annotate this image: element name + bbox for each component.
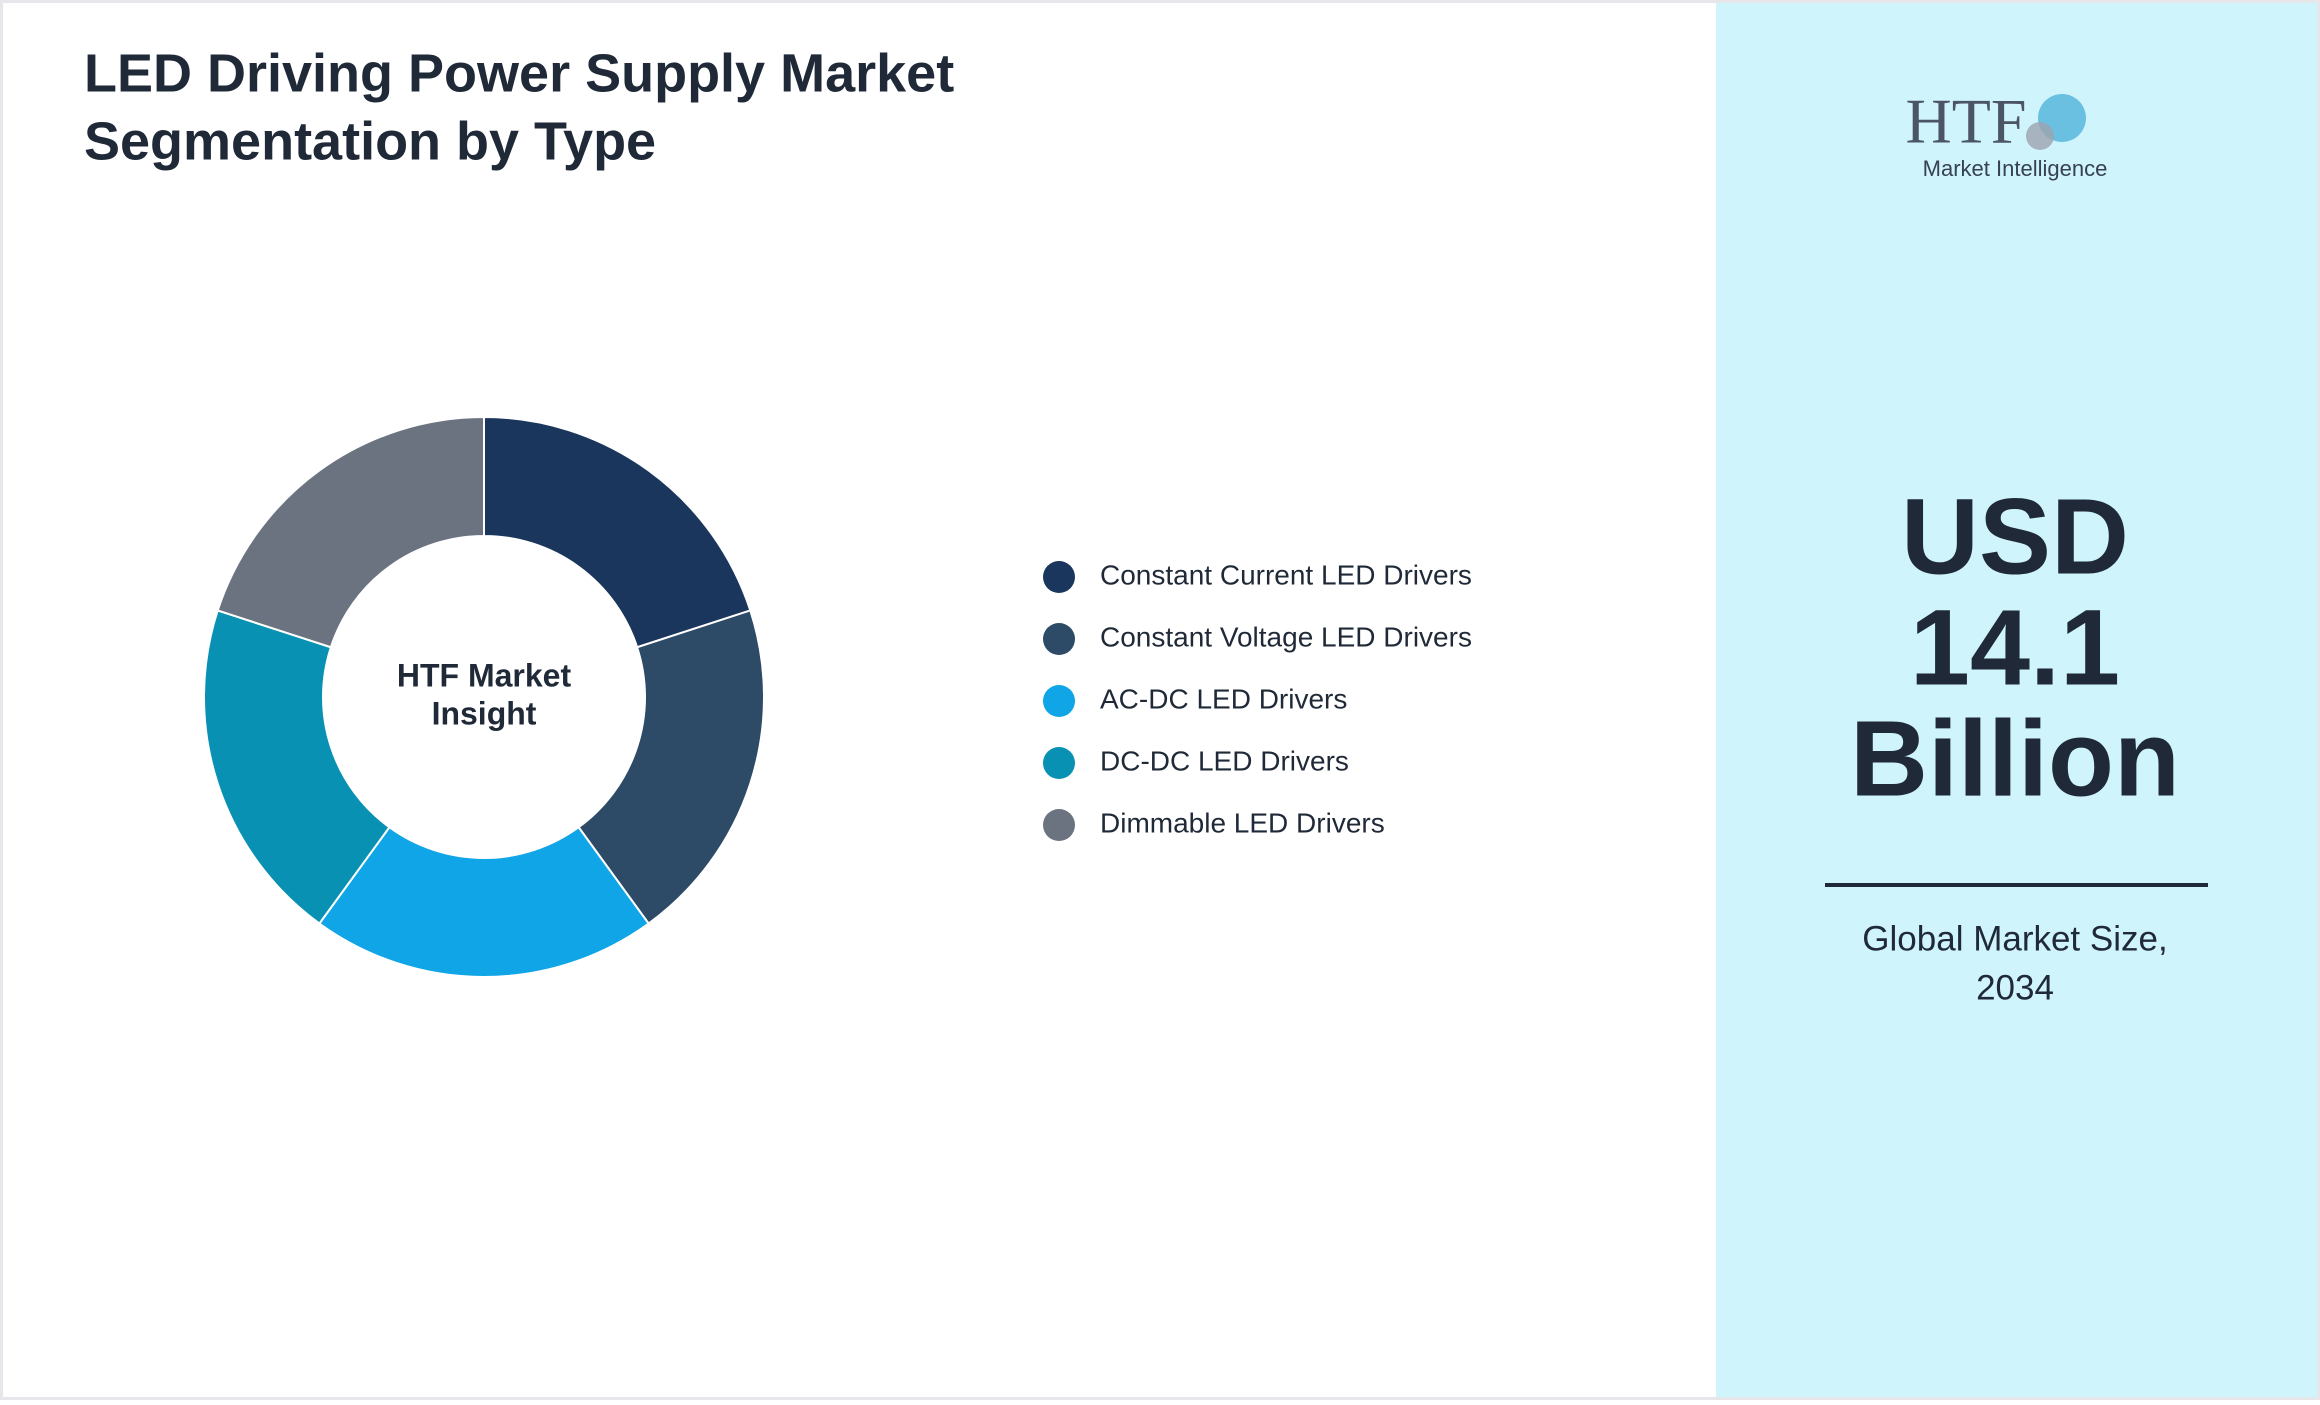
center-label: Insight	[432, 695, 537, 731]
legend-label: AC-DC LED Drivers	[1100, 683, 1347, 714]
market-size-caption: 2034	[1976, 968, 2054, 1007]
center-label: HTF Market	[397, 657, 572, 693]
logo-icon	[2026, 122, 2054, 150]
donut-segment	[483, 415, 752, 649]
legend-swatch	[1043, 809, 1075, 841]
chart: LED Driving Power Supply Market Segmentat…	[84, 43, 1472, 979]
donut-segment	[216, 415, 485, 649]
legend-swatch	[1043, 623, 1075, 655]
donut-segment	[577, 609, 765, 925]
market-size: 14.1	[1910, 587, 2120, 708]
logo-mark: HTF	[1906, 86, 2027, 157]
logo-text: Market Intelligence	[1923, 156, 2108, 181]
market-size: Billion	[1850, 698, 2180, 819]
market-size-caption: Global Market Size,	[1862, 919, 2167, 958]
legend-label: DC-DC LED Drivers	[1100, 745, 1349, 776]
chart-title: LED Driving Power Supply Market	[84, 43, 954, 103]
donut-segment	[318, 825, 650, 979]
legend-swatch	[1043, 747, 1075, 779]
legend-label: Dimmable LED Drivers	[1100, 807, 1385, 838]
legend-swatch	[1043, 685, 1075, 717]
legend-label: Constant Current LED Drivers	[1100, 559, 1472, 590]
chart-title: Segmentation by Type	[84, 111, 656, 171]
legend-swatch	[1043, 561, 1075, 593]
market-size: USD	[1901, 476, 2129, 597]
sidebar	[1716, 3, 2317, 1397]
donut-segment	[203, 609, 391, 925]
legend-label: Constant Voltage LED Drivers	[1100, 621, 1472, 652]
